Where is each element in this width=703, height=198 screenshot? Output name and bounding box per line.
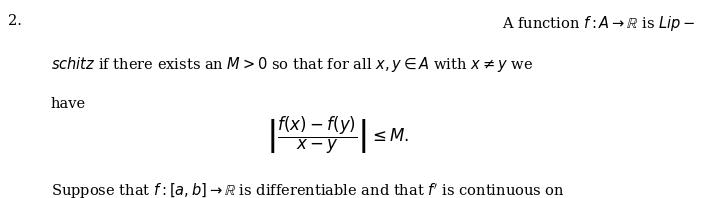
Text: $\left|\dfrac{f(x)-f(y)}{x-y}\right| \leq M.$: $\left|\dfrac{f(x)-f(y)}{x-y}\right| \le… bbox=[266, 115, 409, 156]
Text: $\mathit{schitz}$ if there exists an $M > 0$ so that for all $x, y \in A$ with $: $\mathit{schitz}$ if there exists an $M … bbox=[51, 55, 533, 74]
Text: Suppose that $f : [a, b] \rightarrow \mathbb{R}$ is differentiable and that $f'$: Suppose that $f : [a, b] \rightarrow \ma… bbox=[51, 181, 565, 198]
Text: have: have bbox=[51, 97, 86, 111]
Text: A function $f : A \rightarrow \mathbb{R}$ is $\mathit{Lip-}$: A function $f : A \rightarrow \mathbb{R}… bbox=[503, 14, 696, 33]
Text: 2.: 2. bbox=[8, 14, 22, 28]
